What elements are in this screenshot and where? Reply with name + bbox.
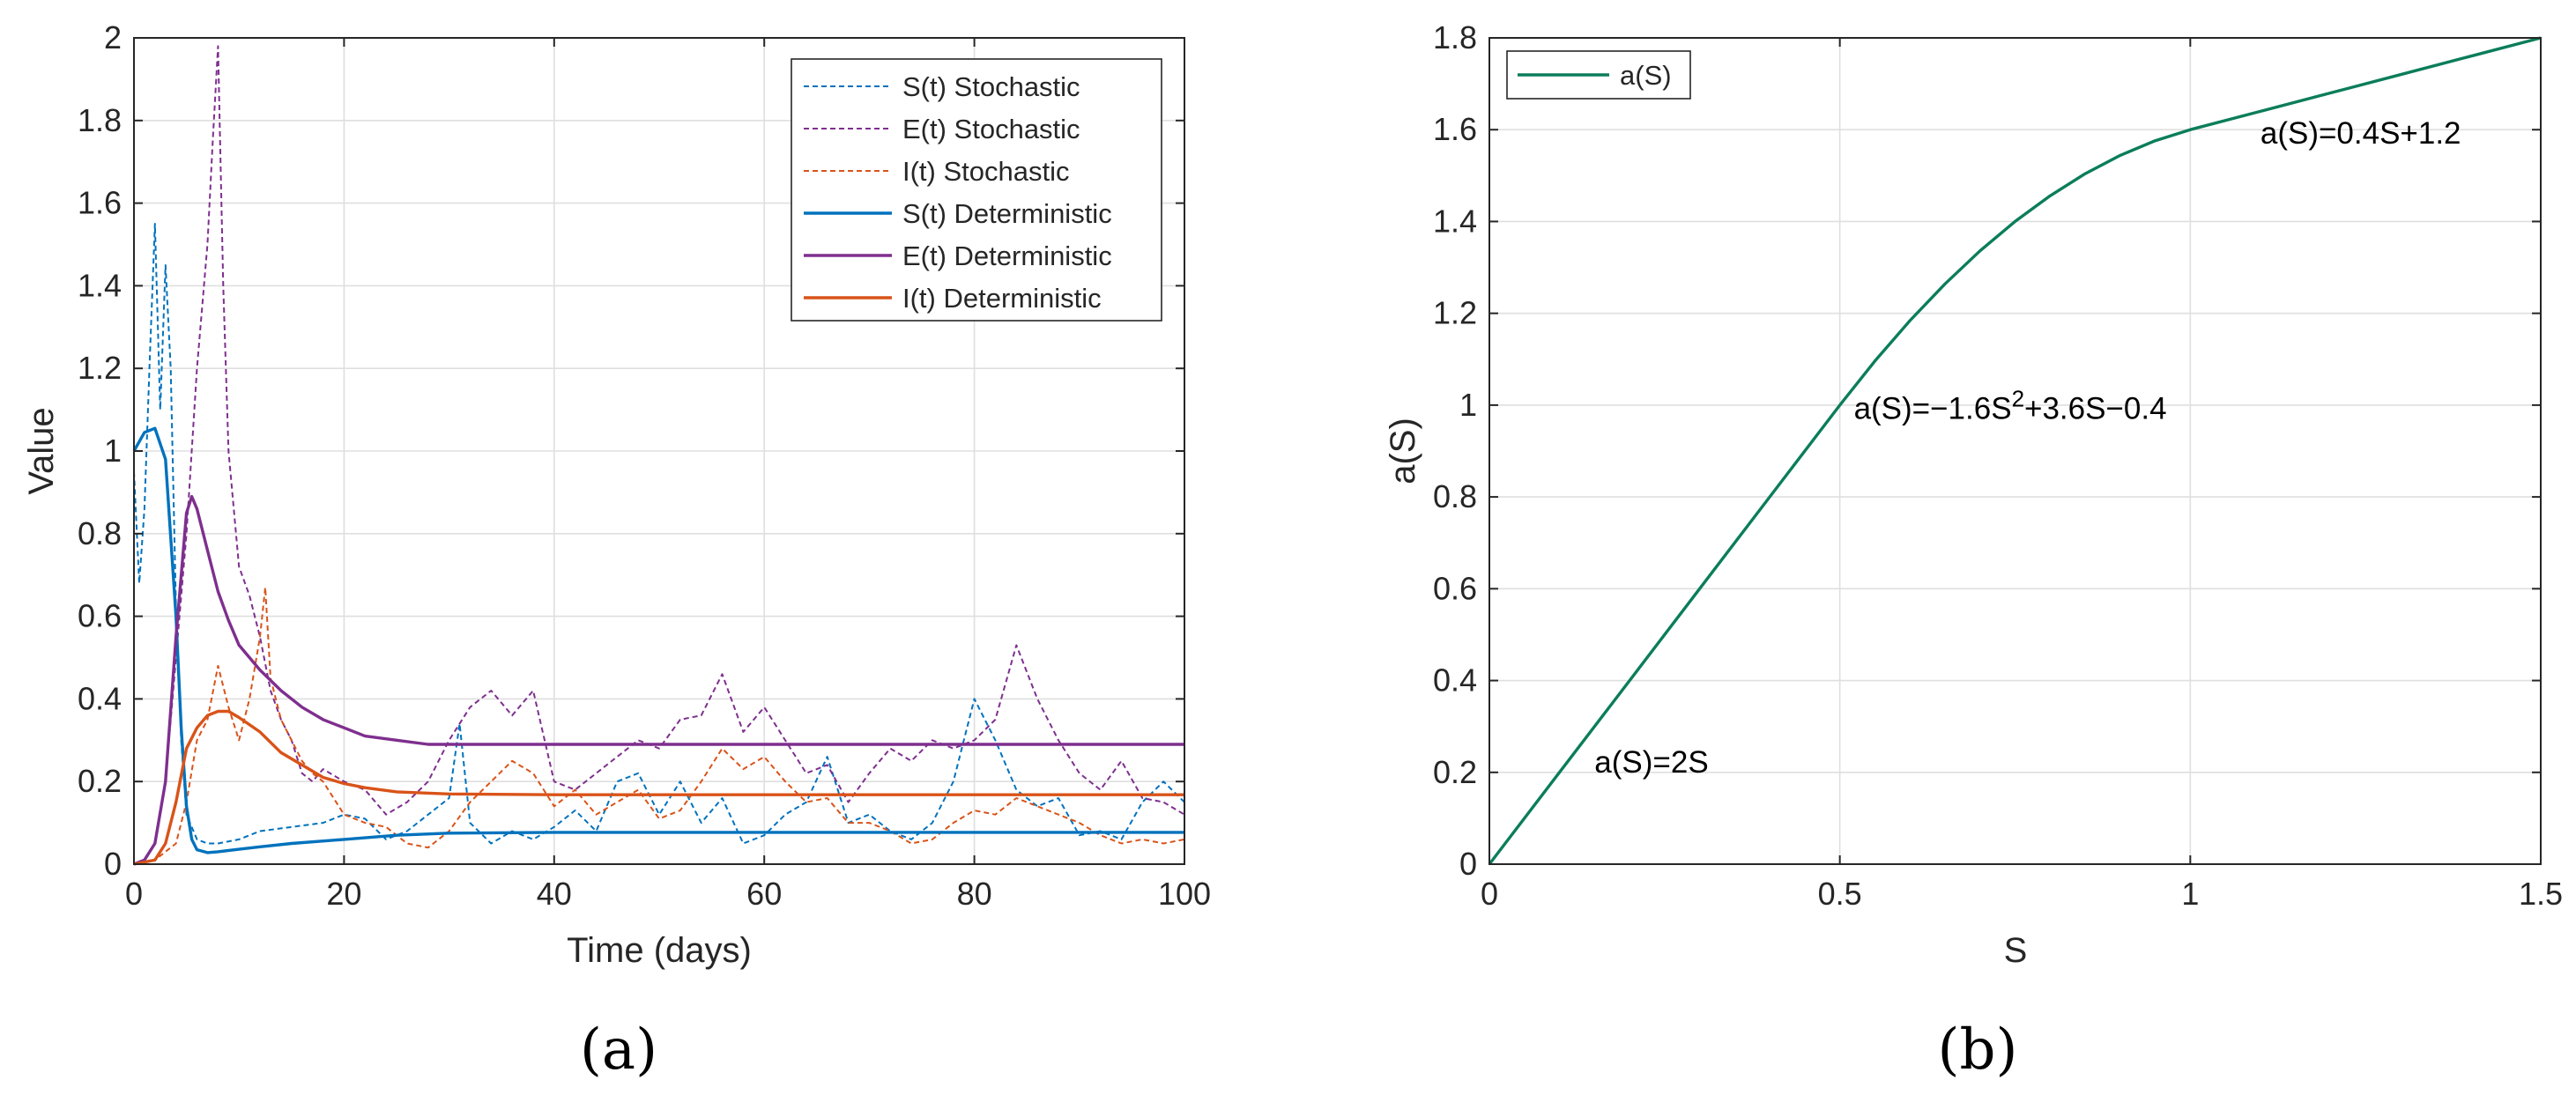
x-tick-label: 100 bbox=[1158, 876, 1211, 912]
x-tick-label: 0.5 bbox=[1818, 876, 1862, 912]
annotation-linear-high: a(S)=0.4S+1.2 bbox=[2260, 116, 2461, 151]
series-line-i-t-deterministic bbox=[133, 709, 1184, 866]
x-axis-label-a: Time (days) bbox=[567, 931, 752, 970]
x-tick-label: 60 bbox=[746, 876, 782, 912]
annotation-linear-low: a(S)=2S bbox=[1594, 745, 1708, 780]
y-tick-label: 0.6 bbox=[78, 598, 122, 634]
y-tick-label: 1.4 bbox=[78, 267, 122, 303]
y-tick-label: 1.4 bbox=[1433, 203, 1477, 239]
legend-label: I(t) Stochastic bbox=[902, 156, 1070, 187]
series-b bbox=[1488, 36, 2542, 866]
y-tick-label: 1.2 bbox=[1433, 295, 1477, 331]
series-line-i-t-stochastic bbox=[133, 586, 1185, 865]
x-axis-label-b: S bbox=[2004, 931, 2028, 970]
y-tick-label: 0.8 bbox=[78, 515, 122, 551]
x-tick-label: 20 bbox=[326, 876, 361, 912]
series-line-a-s bbox=[1488, 36, 2542, 866]
y-tick-label: 0.4 bbox=[78, 680, 122, 716]
series-a bbox=[132, 45, 1185, 866]
y-tick-label: 1.8 bbox=[78, 102, 122, 138]
y-tick-label: 0 bbox=[1459, 846, 1477, 882]
y-axis-label-a: Value bbox=[22, 407, 61, 494]
x-tick-label: 80 bbox=[957, 876, 992, 912]
legend-b: a(S) bbox=[1506, 50, 1691, 100]
y-tick-label: 1.6 bbox=[78, 185, 122, 221]
series-line-e-t-deterministic bbox=[133, 494, 1184, 866]
x-tick-label: 40 bbox=[537, 876, 572, 912]
chart-b: 0 0.5 1 1.5 0 0.2 0.4 0.6 0.8 1 1.2 1.4 1.6 1.8 S a(S… bbox=[1384, 19, 2563, 970]
ticks-b: 0 0.5 1 1.5 0 0.2 0.4 0.6 0.8 1 1.2 1.4 1.6 1.8 bbox=[1433, 19, 2563, 912]
y-tick-label: 2 bbox=[104, 19, 122, 55]
y-tick-label: 1 bbox=[104, 433, 122, 469]
legend-label: S(t) Deterministic bbox=[902, 198, 1112, 229]
legend-a: S(t) Stochastic E(t) Stochastic I(t) Stoch… bbox=[791, 58, 1162, 322]
legend-label: a(S) bbox=[1620, 60, 1672, 91]
axes-box-b bbox=[1488, 37, 2542, 865]
legend-label: E(t) Stochastic bbox=[902, 114, 1080, 144]
legend-label: E(t) Deterministic bbox=[902, 240, 1112, 271]
y-tick-label: 1.6 bbox=[1433, 111, 1477, 147]
ticks-a: 0 20 40 60 80 100 0 0.2 0.4 0.6 0.8 1 1.2 1.4 1.6 1.8 2 bbox=[78, 19, 1211, 912]
x-tick-label: 0 bbox=[1481, 876, 1498, 912]
panel-caption-a: (a) bbox=[580, 1017, 657, 1083]
annotations-b: a(S)=2S a(S)=−1.6S2+3.6S−0.4 a(S)=0.4S+1… bbox=[1594, 116, 2461, 780]
series-line-s-t-deterministic bbox=[132, 426, 1184, 854]
x-tick-label: 1.5 bbox=[2519, 876, 2563, 912]
y-tick-label: 0.4 bbox=[1433, 662, 1477, 699]
chart-a: 0 20 40 60 80 10000.20.40.60.811.21.41.61.82 … bbox=[22, 19, 1211, 970]
series-line-e-t-stochastic bbox=[133, 45, 1185, 865]
x-tick-label: 1 bbox=[2181, 876, 2199, 912]
legend-label: S(t) Stochastic bbox=[902, 71, 1080, 102]
x-tick-label: 0 bbox=[125, 876, 143, 912]
y-tick-label: 1.8 bbox=[1433, 19, 1477, 55]
y-tick-label: 0 bbox=[104, 846, 122, 882]
y-tick-label: 0.2 bbox=[1433, 754, 1477, 790]
y-axis-label-b: a(S) bbox=[1384, 418, 1422, 484]
legend-label: I(t) Deterministic bbox=[902, 283, 1102, 314]
y-tick-label: 0.8 bbox=[1433, 478, 1477, 514]
y-tick-label: 0.6 bbox=[1433, 570, 1477, 606]
y-tick-label: 1.2 bbox=[78, 350, 122, 386]
y-tick-label: 1 bbox=[1459, 387, 1477, 423]
y-tick-label: 0.2 bbox=[78, 763, 122, 799]
panel-caption-b: (b) bbox=[1938, 1017, 2018, 1083]
annotation-quadratic: a(S)=−1.6S2+3.6S−0.4 bbox=[1854, 386, 2167, 426]
grid-a bbox=[133, 37, 1185, 865]
